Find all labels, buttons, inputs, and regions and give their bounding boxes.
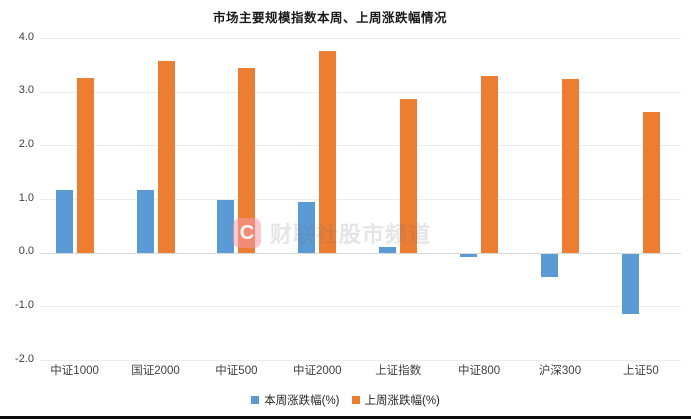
bar-last-week-6 (562, 79, 579, 253)
bar-last-week-7 (642, 112, 660, 253)
y-axis-tick-label: 1.0 (18, 191, 34, 204)
x-axis-category-label: 上证50 (622, 365, 659, 377)
gridline (40, 306, 681, 308)
y-axis-tick-label: 3.0 (18, 84, 34, 97)
gridline (40, 199, 681, 200)
chart-title: 市场主要规模指数本周、上周涨跌幅情况 (212, 11, 447, 25)
zero-gridline (40, 252, 681, 254)
bar-this-week-7 (621, 253, 639, 315)
gridline (40, 145, 681, 147)
bar-last-week-4 (400, 98, 418, 253)
x-axis-category-label: 沪深300 (538, 365, 582, 377)
bar-this-week-5 (460, 253, 478, 257)
x-axis-category-label: 中证500 (215, 365, 258, 377)
bar-this-week-1 (136, 189, 154, 253)
legend-swatch-this-week (251, 396, 260, 404)
legend-label-last-week: 上周涨跌幅(%) (364, 395, 440, 407)
x-axis-category-label: 中证1000 (50, 365, 99, 377)
bar-this-week-0 (55, 189, 73, 253)
y-axis-tick-label: 2.0 (18, 137, 34, 150)
legend-item-this-week: 本周涨跌幅(%) (251, 392, 340, 408)
x-axis-category-label: 中证2000 (293, 365, 342, 377)
y-axis-tick-label: -2.0 (15, 352, 34, 365)
bar-last-week-0 (76, 78, 94, 253)
bar-last-week-1 (157, 60, 175, 253)
x-axis-category-label: 中证800 (458, 365, 501, 377)
bar-this-week-3 (298, 202, 316, 253)
gridline (40, 38, 681, 39)
bar-this-week-4 (379, 247, 397, 253)
y-axis-tick-label: 0.0 (18, 245, 34, 258)
gridline (40, 360, 681, 361)
x-axis-category-label: 国证2000 (131, 365, 180, 377)
bar-last-week-2 (238, 67, 256, 253)
bar-this-week-2 (217, 199, 235, 253)
y-axis-tick-label: -1.0 (15, 298, 34, 311)
legend-label-this-week: 本周涨跌幅(%) (264, 395, 340, 407)
bar-last-week-3 (319, 51, 337, 253)
legend-swatch-last-week (351, 396, 360, 404)
x-axis-category-label: 上证指数 (375, 365, 422, 377)
bar-last-week-5 (481, 75, 499, 253)
gridline (40, 91, 681, 93)
bar-this-week-6 (541, 253, 558, 278)
legend-item-last-week: 上周涨跌幅(%) (351, 392, 440, 408)
legend: 本周涨跌幅(%) 上周涨跌幅(%) (0, 392, 691, 408)
y-axis-tick-label: 4.0 (18, 30, 34, 43)
